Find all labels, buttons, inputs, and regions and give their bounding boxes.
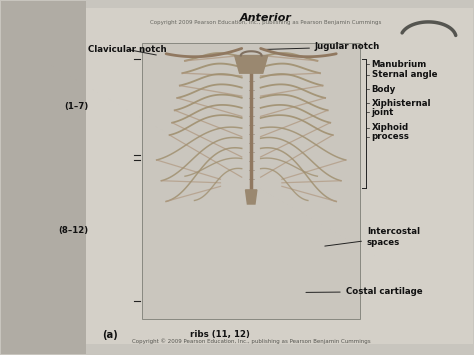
Text: (1–7): (1–7) <box>64 102 88 111</box>
Polygon shape <box>235 55 268 73</box>
Text: Clavicular notch: Clavicular notch <box>88 45 167 55</box>
Text: Copyright 2009 Pearson Education, Inc., publishing as Pearson Benjamin Cummings: Copyright 2009 Pearson Education, Inc., … <box>150 21 381 26</box>
Text: Sternal angle: Sternal angle <box>372 70 437 80</box>
Text: Anterior: Anterior <box>239 13 292 23</box>
Text: Intercostal
spaces: Intercostal spaces <box>325 227 420 247</box>
Text: (8–12): (8–12) <box>58 226 88 235</box>
Text: ribs (11, 12): ribs (11, 12) <box>190 331 250 339</box>
Text: joint: joint <box>372 108 394 116</box>
Bar <box>67 8 474 344</box>
Bar <box>143 43 360 319</box>
Text: Copyright © 2009 Pearson Education, Inc., publishing as Pearson Benjamin Cumming: Copyright © 2009 Pearson Education, Inc.… <box>132 339 371 344</box>
Text: (a): (a) <box>102 330 118 340</box>
Text: Xiphisternal: Xiphisternal <box>372 99 431 108</box>
Text: Xiphoid: Xiphoid <box>372 124 409 132</box>
Text: Body: Body <box>372 84 396 94</box>
Text: process: process <box>372 132 410 141</box>
Bar <box>0 1 86 354</box>
Text: Jugular notch: Jugular notch <box>266 43 380 51</box>
Text: Costal cartilage: Costal cartilage <box>306 287 422 296</box>
Text: Manubrium: Manubrium <box>372 60 427 69</box>
Polygon shape <box>246 190 257 204</box>
